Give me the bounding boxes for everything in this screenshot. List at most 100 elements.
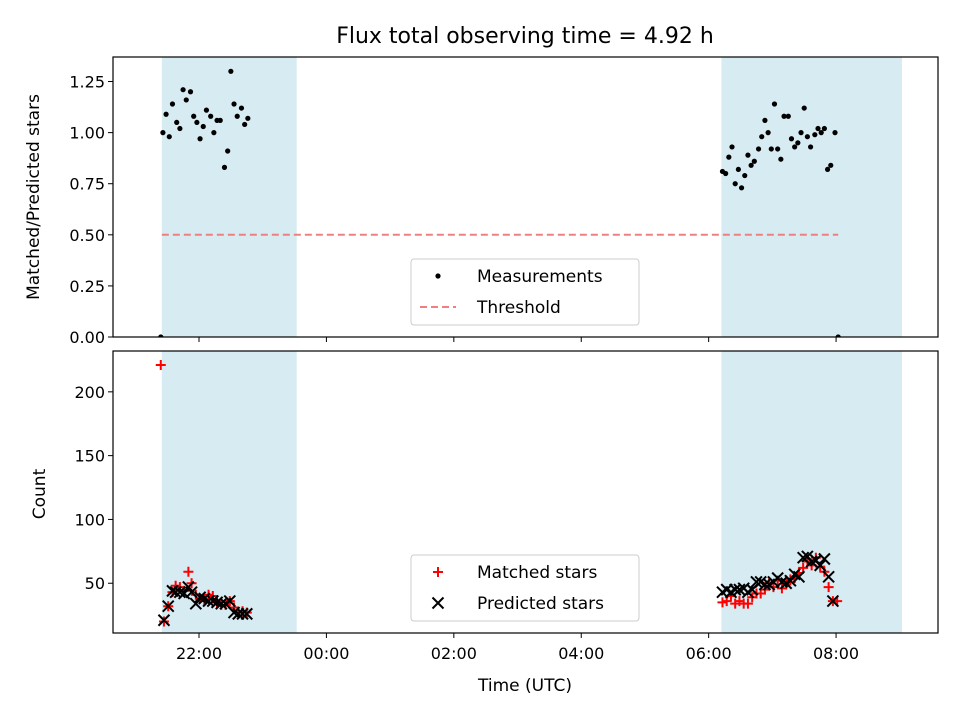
measurement-point <box>187 89 194 95</box>
y-tick-label: 200 <box>74 383 105 402</box>
y-tick-label: 1.00 <box>69 124 105 143</box>
legend-box <box>410 554 640 622</box>
measurement-point <box>723 170 729 177</box>
y-tick-label: 50 <box>85 574 105 593</box>
matched-star-point <box>742 598 753 609</box>
matched-star-point <box>823 582 834 593</box>
measurement-point <box>217 117 223 123</box>
y-tick-label: 1.25 <box>69 73 105 92</box>
legend-label: Matched stars <box>477 563 597 583</box>
measurement-point <box>788 136 795 142</box>
measurement-point <box>169 101 176 107</box>
predicted-star-point <box>818 552 831 566</box>
top-y-axis-label: Matched/Predicted stars <box>24 94 44 300</box>
predicted-star-point <box>215 597 228 610</box>
x-tick-label: 08:00 <box>813 644 859 663</box>
measurement-point <box>211 130 217 136</box>
y-tick-label: 0.25 <box>69 277 105 296</box>
chart-title: Flux total observing time = 4.92 h <box>336 24 714 49</box>
measurement-point <box>174 119 180 126</box>
measurement-point <box>234 113 240 119</box>
measurement-point <box>245 115 251 121</box>
measurement-point <box>745 152 751 158</box>
measurement-point <box>804 134 811 140</box>
measurement-point <box>194 119 200 126</box>
x-tick-label: 04:00 <box>558 644 604 663</box>
measurement-point <box>795 140 801 146</box>
y-tick-label: 0.00 <box>69 328 105 347</box>
measurement-point <box>781 113 787 119</box>
measurement-point <box>166 134 172 140</box>
x-tick-label: 22:00 <box>176 644 222 663</box>
measurement-point <box>798 130 804 136</box>
measurement-point <box>738 185 745 191</box>
predicted-star-point <box>223 594 237 608</box>
measurement-point <box>735 166 741 173</box>
y-tick-label: 0.75 <box>69 175 105 194</box>
predicted-star-point <box>813 559 827 572</box>
legend-predicted-marker <box>431 596 445 610</box>
measurement-point <box>832 130 838 136</box>
bottom-legend: Matched stars Predicted stars <box>410 554 640 622</box>
predicted-star-point <box>822 570 835 584</box>
measurement-point <box>755 146 762 152</box>
y-tick-label: 0.50 <box>69 226 105 245</box>
x-tick-label: 06:00 <box>686 644 732 663</box>
predicted-star-point <box>758 578 772 591</box>
predicted-star-point <box>162 599 175 613</box>
predicted-star-point <box>826 594 840 608</box>
predicted-star-point <box>792 570 806 584</box>
measurement-point <box>732 181 738 187</box>
measurement-point <box>824 166 831 173</box>
y-tick-label: 150 <box>74 447 105 466</box>
predicted-star-point <box>206 594 220 608</box>
legend-measurement-marker <box>435 273 441 279</box>
predicted-star-point <box>236 607 249 621</box>
x-tick-label: 02:00 <box>431 644 477 663</box>
predicted-star-point <box>750 575 763 589</box>
measurement-point <box>765 130 771 136</box>
measurement-point <box>751 158 757 164</box>
measurement-point <box>160 130 166 136</box>
measurement-point <box>768 146 774 152</box>
measurement-point <box>828 162 834 168</box>
measurement-point <box>785 113 791 119</box>
measurement-point <box>759 134 765 140</box>
predicted-star-point <box>805 555 818 568</box>
x-axis-label: Time (UTC) <box>477 676 572 696</box>
legend-matched-marker <box>433 567 443 577</box>
measurement-point <box>748 162 754 168</box>
measurement-point <box>821 125 827 132</box>
legend-label: Measurements <box>477 267 603 287</box>
y-tick-label: 100 <box>74 510 105 529</box>
measurement-point <box>742 172 748 179</box>
measurement-point <box>200 123 206 130</box>
measurement-point <box>242 121 248 128</box>
bottom-panel: 50 100 150 200 22:00 00:00 02:00 04:00 06:00 08:0… <box>74 350 939 663</box>
top-legend: Measurements Threshold <box>410 258 640 326</box>
plot-area <box>155 360 843 627</box>
legend-box <box>410 258 640 326</box>
measurement-point <box>191 113 197 119</box>
observing-window-2 <box>721 57 902 337</box>
measurement-point <box>815 125 821 132</box>
measurement-point <box>231 101 237 107</box>
measurement-point <box>778 156 784 162</box>
measurement-point <box>197 136 203 142</box>
measurement-point <box>762 117 768 123</box>
measurement-point <box>203 107 210 113</box>
predicted-star-point <box>157 614 171 627</box>
predicted-star-point <box>784 574 797 587</box>
measurement-point <box>775 146 781 152</box>
measurement-point <box>835 334 841 337</box>
top-panel: 0.00 0.25 0.50 0.75 1.00 1.25 Measurements Thre… <box>69 56 939 347</box>
measurement-point <box>726 154 732 160</box>
measurement-point <box>818 130 824 136</box>
predicted-star-point <box>193 591 207 604</box>
axes-frame <box>112 56 939 338</box>
measurement-point <box>771 101 778 107</box>
x-tick-label: 00:00 <box>303 644 349 663</box>
predicted-star-point <box>240 607 253 621</box>
measurement-point <box>807 144 814 150</box>
measurement-point <box>792 144 798 150</box>
